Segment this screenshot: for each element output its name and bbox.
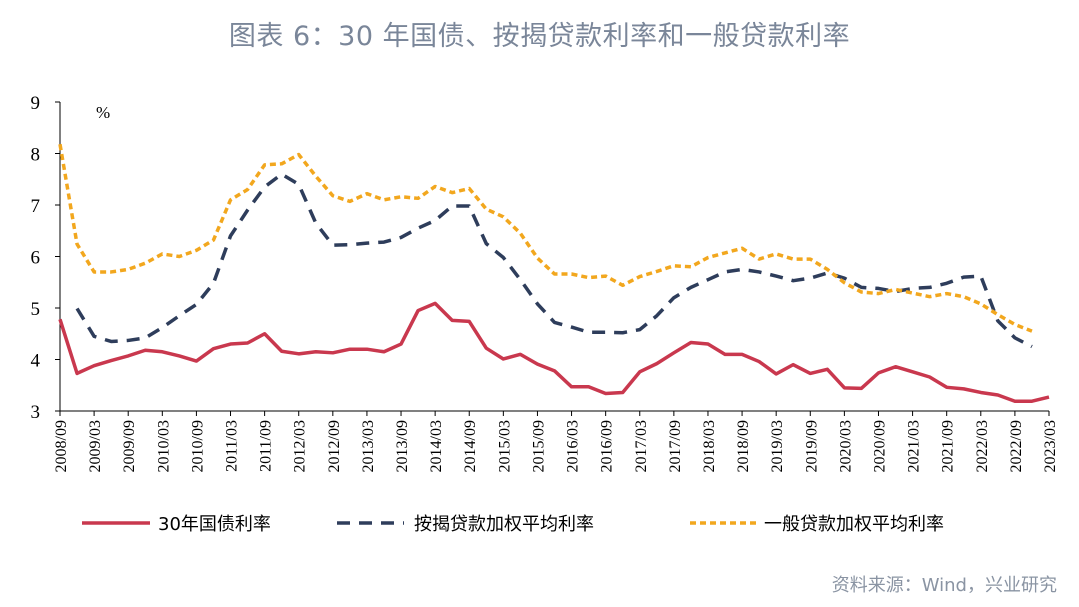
x-tick-label: 2012/09 (326, 420, 343, 472)
x-tick-label: 2022/09 (1008, 420, 1025, 472)
x-tick-label: 2014/03 (428, 420, 445, 472)
y-tick-label: 3 (31, 402, 41, 423)
y-tick-label: 4 (31, 351, 41, 372)
legend: 30年国债利率 按揭贷款加权平均利率 一般贷款加权平均利率 (82, 514, 944, 535)
x-tick-label: 2019/09 (803, 420, 820, 472)
y-tick-label: 8 (31, 145, 41, 166)
x-tick-label: 2008/09 (53, 420, 70, 472)
x-tick-label: 2017/03 (633, 420, 650, 472)
legend-label-1: 30年国债利率 (158, 514, 271, 535)
x-tick-label: 2011/03 (224, 420, 241, 472)
x-tick-label: 2009/09 (121, 420, 138, 472)
x-tick-label: 2009/03 (87, 420, 104, 472)
x-tick-label: 2010/09 (189, 420, 206, 472)
x-tick-label: 2013/09 (394, 420, 411, 472)
series-line-1 (58, 301, 1050, 403)
series-line-3 (58, 143, 1033, 333)
x-tick-label: 2022/03 (974, 420, 991, 472)
axes: 3 4 5 6 7 8 9 % 2008/09 2009/03 2009/09 2010/03 2010… (31, 93, 1060, 472)
x-tick-label: 2020/09 (871, 420, 888, 472)
chart-title: 图表 6：30 年国债、按揭贷款利率和一般贷款利率 (228, 21, 851, 52)
legend-label-3: 一般贷款加权平均利率 (764, 514, 944, 535)
series-line-2 (75, 172, 1033, 349)
x-tick-label: 2017/09 (667, 420, 684, 472)
x-tick-label: 2010/03 (155, 420, 172, 472)
x-tick-label: 2021/03 (906, 420, 923, 472)
source-note: 资料来源：Wind，兴业研究 (831, 575, 1057, 596)
y-tick-label: 5 (31, 299, 41, 320)
x-tick-label: 2015/03 (496, 420, 513, 472)
x-tick-label: 2018/03 (701, 420, 718, 472)
x-tick-label: 2011/09 (258, 420, 275, 472)
x-tick-label: 2015/09 (530, 420, 547, 472)
x-tick-label: 2018/09 (735, 420, 752, 472)
x-tick-label: 2013/03 (360, 420, 377, 472)
series-layer (58, 143, 1050, 403)
y-unit-label: % (96, 103, 110, 122)
x-tick-label: 2019/03 (769, 420, 786, 472)
x-tick-label: 2023/03 (1042, 420, 1059, 472)
y-tick-label: 9 (31, 93, 41, 114)
legend-label-2: 按揭贷款加权平均利率 (414, 514, 594, 535)
y-tick-label: 6 (31, 248, 41, 269)
x-tick-label: 2021/09 (940, 420, 957, 472)
x-tick-label: 2016/03 (565, 420, 582, 472)
x-tick-label: 2012/03 (292, 420, 309, 472)
x-tick-label: 2014/09 (462, 420, 479, 472)
y-tick-label: 7 (31, 196, 41, 217)
x-tick-label: 2016/09 (599, 420, 616, 472)
x-tick-label: 2020/03 (837, 420, 854, 472)
